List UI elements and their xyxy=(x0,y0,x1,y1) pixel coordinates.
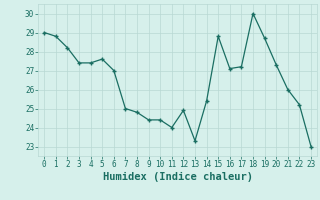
X-axis label: Humidex (Indice chaleur): Humidex (Indice chaleur) xyxy=(103,172,252,182)
